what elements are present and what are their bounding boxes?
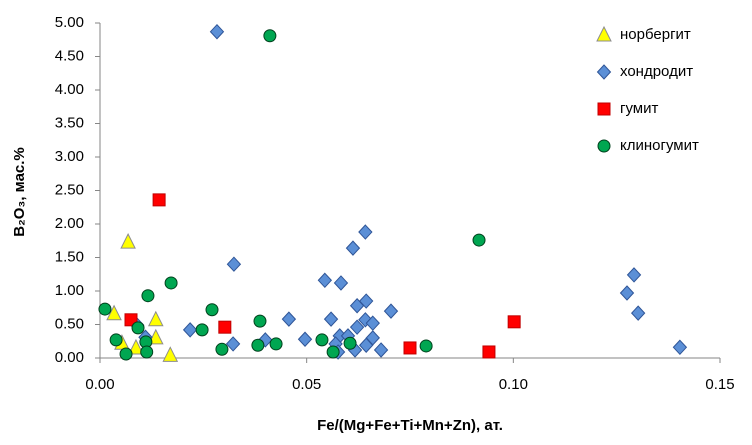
- point: [359, 337, 374, 354]
- point: [482, 345, 496, 359]
- point: [630, 305, 646, 321]
- legend-marker: [597, 102, 611, 116]
- point: [269, 337, 283, 351]
- point: [152, 193, 166, 207]
- point: [297, 331, 313, 347]
- point: [672, 339, 688, 356]
- point: [343, 336, 357, 350]
- y-axis-title: B₂O₃, мас.%: [11, 147, 28, 237]
- point: [106, 304, 122, 321]
- point: [403, 341, 417, 355]
- y-tick-label: 1.00: [55, 282, 84, 299]
- point: [98, 302, 112, 316]
- x-tick-label: 0.05: [292, 376, 321, 393]
- y-tick-label: 0.50: [55, 315, 84, 332]
- point: [226, 256, 242, 272]
- point: [323, 311, 339, 327]
- point: [472, 233, 486, 247]
- x-tick-label: 0.00: [85, 376, 114, 393]
- point: [317, 272, 333, 289]
- y-tick-label: 2.00: [55, 215, 84, 232]
- point: [345, 240, 361, 256]
- legend-marker: [596, 25, 612, 42]
- point: [619, 285, 635, 301]
- x-tick-label: 0.10: [499, 376, 528, 393]
- x-axis-title: Fe/(Mg+Fe+Ti+Mn+Zn), ат.: [317, 417, 503, 434]
- point: [326, 345, 340, 359]
- y-tick-label: 4.00: [55, 81, 84, 98]
- point: [333, 275, 349, 291]
- legend-marker: [597, 139, 611, 153]
- legend-label: хондродит: [620, 63, 693, 80]
- point: [147, 310, 164, 327]
- y-tick-label: 0.00: [55, 349, 84, 366]
- legend-label: гумит: [620, 100, 658, 117]
- point: [140, 345, 154, 359]
- y-tick-label: 3.00: [55, 148, 84, 165]
- point: [109, 333, 123, 347]
- point: [120, 232, 136, 249]
- point: [373, 342, 389, 358]
- point: [507, 315, 521, 329]
- point: [251, 338, 265, 352]
- legend-label: норбергит: [620, 26, 691, 43]
- point: [419, 339, 433, 353]
- point: [626, 267, 642, 283]
- x-tick-label: 0.15: [705, 376, 734, 393]
- y-tick-label: 2.50: [55, 181, 84, 198]
- point: [365, 315, 380, 331]
- point: [349, 319, 365, 335]
- point: [128, 338, 144, 355]
- y-tick-label: 1.50: [55, 248, 84, 265]
- y-tick-label: 5.00: [55, 14, 84, 31]
- point: [162, 346, 179, 362]
- point: [218, 320, 232, 334]
- point: [119, 347, 133, 361]
- point: [315, 333, 329, 347]
- point: [131, 321, 145, 335]
- y-tick-label: 3.50: [55, 114, 84, 131]
- point: [164, 276, 178, 290]
- point: [195, 323, 209, 337]
- point: [141, 289, 155, 303]
- point: [253, 314, 267, 328]
- point: [359, 293, 374, 309]
- point: [225, 336, 241, 352]
- point: [263, 29, 277, 43]
- legend-label: клиногумит: [620, 137, 699, 154]
- y-tick-label: 4.50: [55, 47, 84, 64]
- point: [358, 224, 373, 240]
- point: [205, 303, 219, 317]
- point: [383, 303, 399, 319]
- point: [281, 311, 297, 327]
- point: [215, 342, 229, 356]
- point: [182, 322, 198, 338]
- legend-marker: [596, 64, 612, 80]
- point: [209, 23, 225, 40]
